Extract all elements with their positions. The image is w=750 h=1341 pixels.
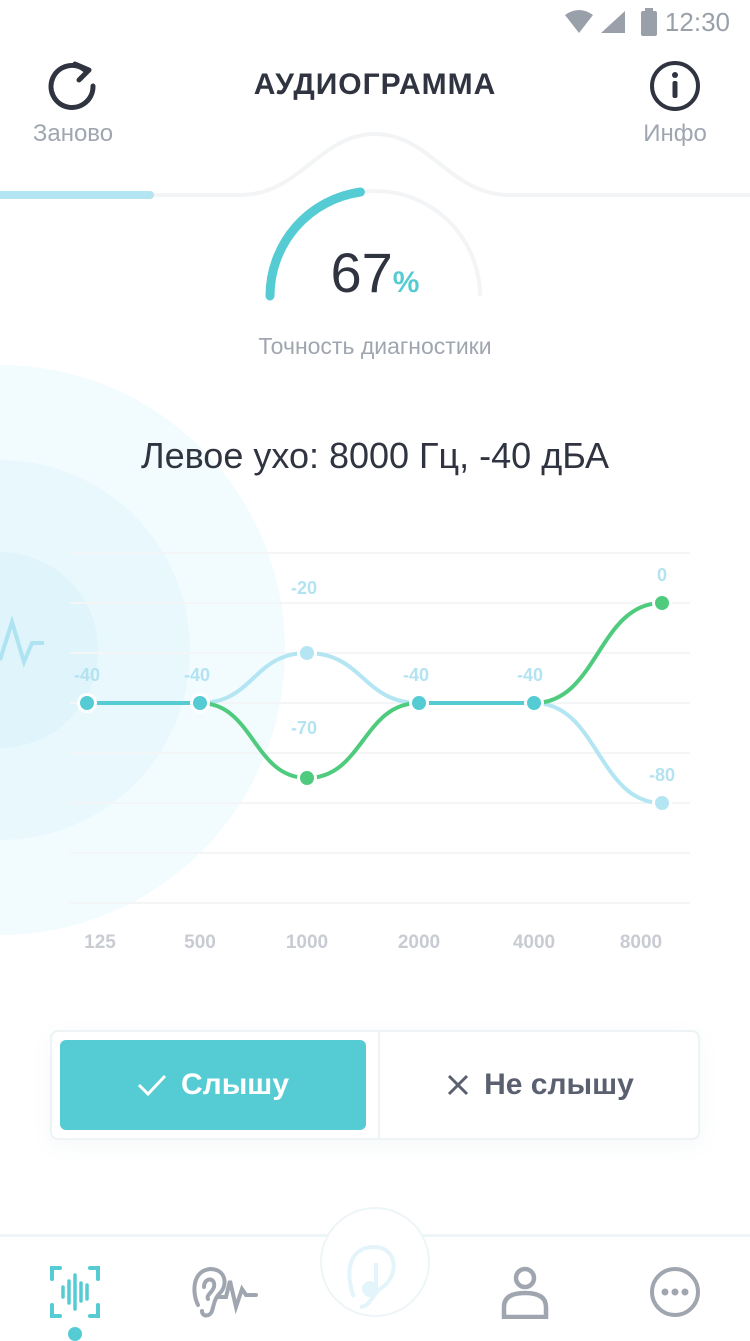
data-point[interactable] xyxy=(193,696,207,710)
nav-music[interactable] xyxy=(340,1242,410,1312)
x-tick-label: 8000 xyxy=(619,932,663,953)
series-1-line xyxy=(533,701,663,805)
progress-gauge xyxy=(0,131,750,301)
nav-more[interactable] xyxy=(640,1257,710,1327)
data-point[interactable] xyxy=(655,596,669,610)
x-tick-label: 2000 xyxy=(397,932,441,953)
pulse-icon xyxy=(0,615,44,668)
value-label: -40 xyxy=(73,665,100,685)
page-title: АУДИОГРАММА xyxy=(253,68,497,101)
hear-button[interactable]: Слышу xyxy=(60,1040,366,1130)
clock: 12:30 xyxy=(664,6,730,37)
value-label: -40 xyxy=(516,665,543,685)
info-label: Инфо xyxy=(643,120,707,147)
data-point[interactable] xyxy=(300,771,314,785)
value-label: -70 xyxy=(290,718,317,738)
value-label: -40 xyxy=(183,665,210,685)
not-hear-button[interactable]: Не слышу xyxy=(378,1032,700,1138)
data-point[interactable] xyxy=(300,646,314,660)
restart-button[interactable]: Заново xyxy=(8,60,138,148)
background-rings xyxy=(0,365,285,935)
audiogram-icon xyxy=(50,1266,100,1318)
series-2-line xyxy=(533,601,663,705)
ear-music-icon xyxy=(347,1244,396,1309)
not-hear-label: Не слышу xyxy=(484,1068,634,1101)
data-point[interactable] xyxy=(655,796,669,810)
nav-audiogram[interactable] xyxy=(40,1257,110,1341)
series-1-line xyxy=(306,651,420,705)
gauge-fill xyxy=(265,187,365,301)
current-test-info: Левое ухо: 8000 Гц, -40 дБА xyxy=(140,435,610,476)
active-indicator xyxy=(68,1327,82,1341)
accuracy-label: Точность диагностики xyxy=(258,333,492,359)
x-tick-label: 500 xyxy=(184,932,216,953)
accuracy-value: 67% xyxy=(330,241,420,304)
info-button[interactable]: Инфо xyxy=(610,60,740,148)
x-tick-label: 4000 xyxy=(512,932,556,953)
x-tick-label: 1000 xyxy=(285,932,329,953)
check-icon xyxy=(137,1074,167,1097)
x-tick-label: 125 xyxy=(84,932,116,953)
nav-hearing-test[interactable] xyxy=(190,1257,260,1327)
series-2-line xyxy=(199,701,308,780)
series-1-line xyxy=(199,651,308,705)
nav-profile[interactable] xyxy=(490,1257,560,1327)
series-2-line xyxy=(306,701,420,780)
value-label: -20 xyxy=(290,578,317,598)
refresh-icon xyxy=(48,61,96,110)
ear-pulse-icon xyxy=(192,1266,258,1318)
info-icon xyxy=(650,61,700,111)
data-point[interactable] xyxy=(80,696,94,710)
battery-icon xyxy=(640,8,657,36)
data-point[interactable] xyxy=(412,696,426,710)
audiogram-chart xyxy=(70,552,690,904)
more-icon xyxy=(650,1267,700,1317)
value-label: -40 xyxy=(402,665,429,685)
answer-buttons: Слышу Не слышу xyxy=(50,1030,700,1140)
value-label: 0 xyxy=(656,565,667,585)
close-icon xyxy=(448,1074,469,1096)
bottom-nav xyxy=(0,1207,750,1341)
signal-icon xyxy=(564,10,625,33)
restart-label: Заново xyxy=(32,120,114,147)
hear-label: Слышу xyxy=(180,1068,290,1101)
profile-icon xyxy=(501,1266,549,1319)
status-bar: 12:30 xyxy=(563,0,730,44)
value-label: -80 xyxy=(648,765,675,785)
data-point[interactable] xyxy=(527,696,541,710)
